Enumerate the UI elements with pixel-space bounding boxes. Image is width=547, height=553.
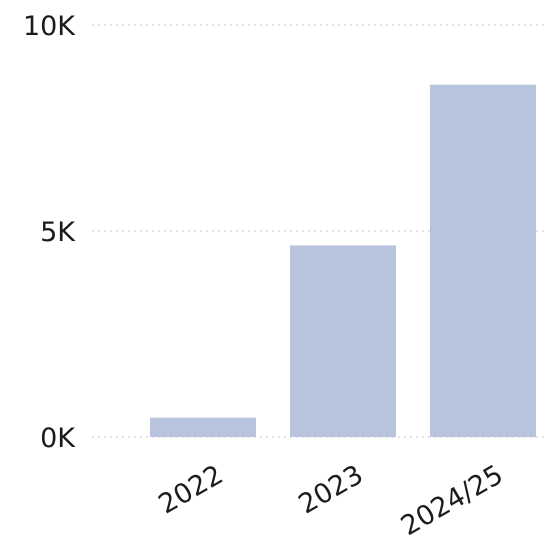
bar-2022 [150,417,256,437]
y-tick-label-10k: 10K [23,11,76,42]
bars [150,84,536,438]
bar-2024-25 [430,84,536,438]
x-tick-label-2024-25: 2024/25 [396,459,509,542]
x-tick-label-2022: 2022 [153,459,228,520]
y-tick-label-5k: 5K [40,217,76,248]
x-tick-label-2023: 2023 [293,459,368,520]
y-tick-label-0k: 0K [40,423,76,454]
x-axis-ticks: 2022 2023 2024/25 [153,459,508,542]
y-axis-ticks: 0K 5K 10K [23,11,76,454]
bar-2023 [290,245,396,437]
